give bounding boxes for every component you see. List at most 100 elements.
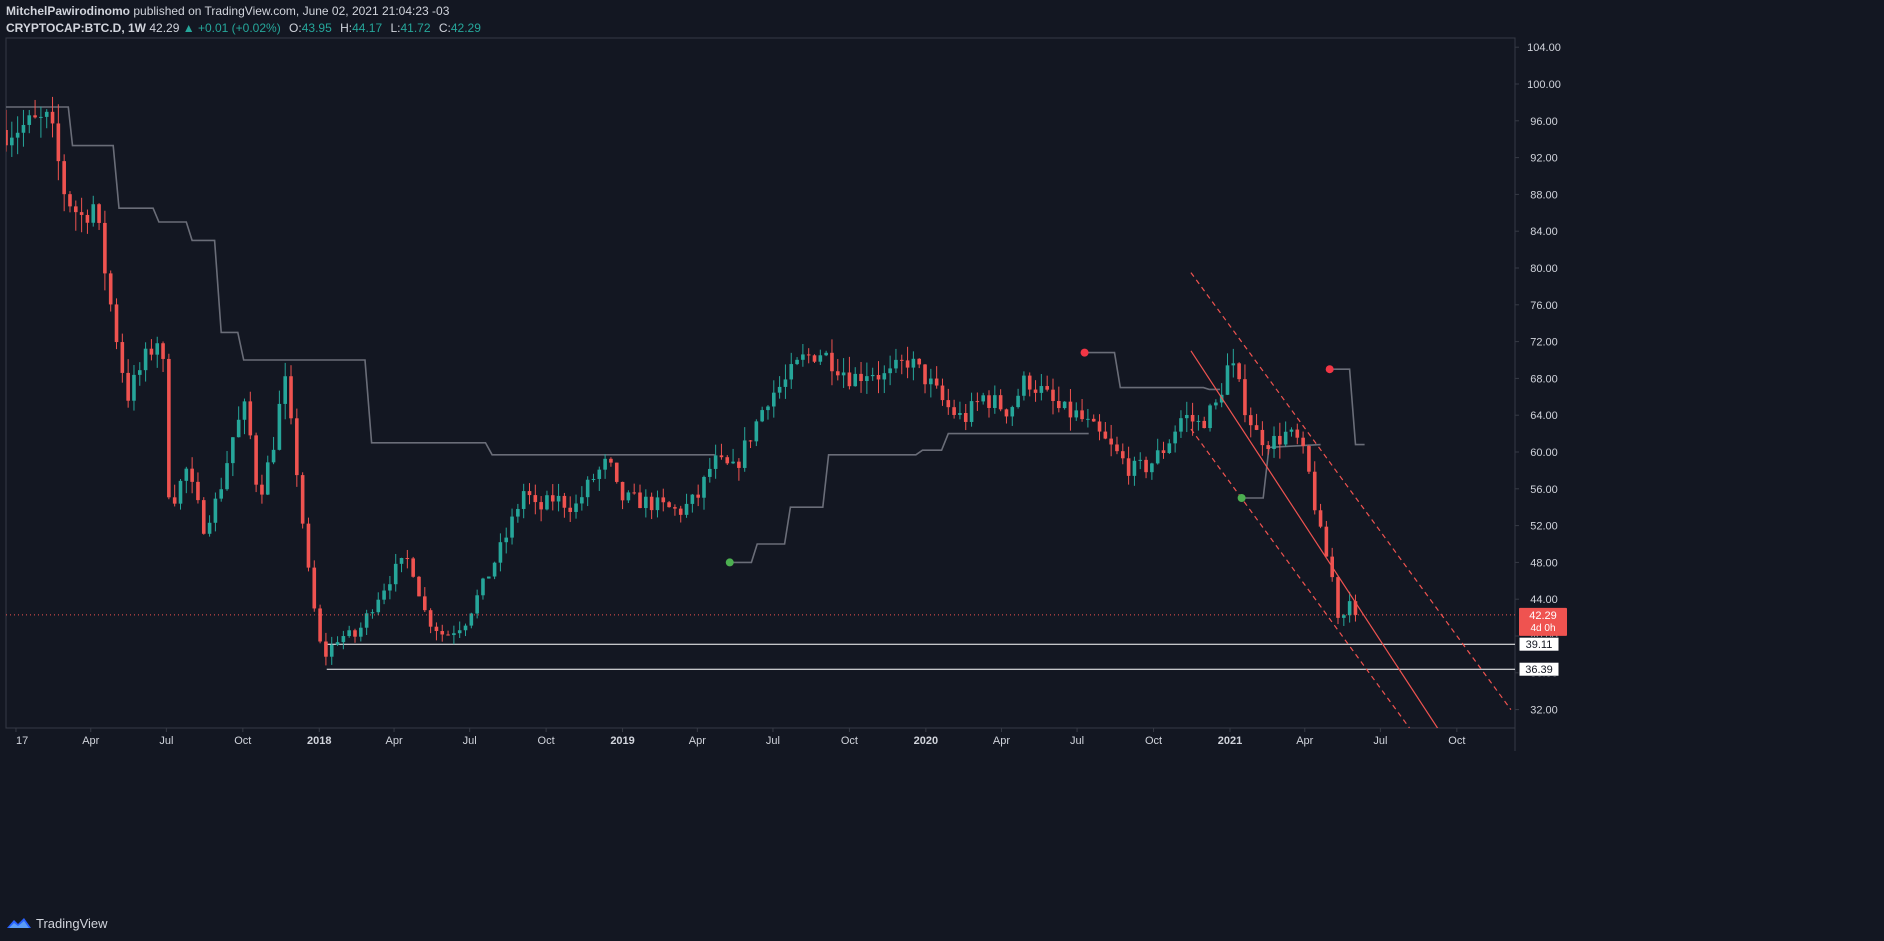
candle-body — [661, 497, 666, 503]
x-tick-label: 2021 — [1218, 735, 1242, 747]
candle-body — [708, 468, 712, 477]
y-tick-label: 56.00 — [1530, 484, 1558, 496]
change-up-arrow-icon: ▲ — [182, 21, 195, 35]
candle-body — [818, 355, 823, 362]
support-price-badge — [1518, 661, 1560, 677]
trailing-stop-line — [1084, 351, 1220, 391]
candle-body — [411, 558, 415, 577]
symbol-label[interactable]: CRYPTOCAP:BTC.D, 1W — [6, 21, 147, 35]
candle-body — [1126, 458, 1131, 476]
candle-body — [15, 132, 20, 138]
countdown-label: 4d 0h — [1530, 623, 1555, 634]
author-name[interactable]: MitchelPawirodinomo — [6, 4, 131, 18]
y-tick-label: 60.00 — [1530, 447, 1558, 459]
candle-body — [1202, 420, 1207, 429]
candle-body — [422, 596, 427, 611]
publish-header: MitchelPawirodinomo published on Trading… — [6, 4, 449, 20]
candle-body — [492, 562, 497, 577]
candle-body — [539, 502, 543, 510]
candle-body — [870, 374, 875, 377]
candle-body — [120, 342, 125, 373]
candle-body — [1057, 400, 1061, 409]
high-value: 44.17 — [352, 21, 383, 35]
x-tick-label: 2018 — [307, 735, 331, 747]
candle-body — [632, 492, 636, 494]
candle-body — [1027, 375, 1032, 390]
candle-body — [1045, 386, 1049, 390]
candle-body — [830, 352, 834, 372]
symbol-info-bar: CRYPTOCAP:BTC.D, 1W 42.29 ▲ +0.01 (+0.02… — [6, 21, 481, 37]
candle-body — [1039, 386, 1044, 393]
candle-body — [1097, 421, 1102, 432]
candle-body — [1254, 425, 1259, 430]
candle-body — [516, 508, 520, 517]
candle-body — [1138, 459, 1143, 461]
candle-body — [958, 412, 962, 415]
x-tick-label: Oct — [1145, 735, 1162, 747]
tradingview-logo-icon — [7, 918, 31, 928]
footer-brand-text: TradingView — [36, 915, 108, 931]
trailing-stop-line — [1329, 368, 1365, 446]
candle-body — [568, 507, 573, 512]
candle-body — [556, 495, 561, 502]
candle-body — [882, 373, 887, 380]
candle-body — [888, 368, 892, 374]
candle-body — [603, 458, 607, 470]
candle-body — [1225, 365, 1230, 395]
candle-body — [1022, 375, 1026, 396]
candle-body — [911, 358, 916, 368]
candle-body — [335, 642, 340, 645]
publish-info: published on TradingView.com, June 02, 2… — [133, 4, 450, 18]
candle-body — [1295, 429, 1300, 438]
candle-body — [33, 115, 37, 118]
candle-body — [963, 412, 968, 422]
candle-body — [981, 395, 985, 402]
candle-body — [201, 500, 206, 534]
candle-body — [690, 494, 695, 504]
x-tick-label: 17 — [16, 735, 28, 747]
candle-body — [1051, 389, 1055, 401]
candle-body — [1307, 446, 1311, 472]
candle-body — [463, 625, 468, 631]
candle-body — [731, 461, 735, 464]
footer-brand[interactable]: TradingView — [6, 913, 108, 933]
high-label: H: — [340, 21, 353, 35]
candle-body — [353, 630, 357, 637]
candle-body — [702, 476, 706, 498]
candle-body — [457, 630, 462, 634]
candle-body — [923, 364, 927, 385]
candle-body — [486, 576, 491, 579]
last-price-text: 42.29 — [149, 21, 180, 35]
candle-body — [940, 385, 945, 401]
candle-body — [847, 372, 852, 387]
plot-frame — [5, 37, 1516, 729]
candle-body — [265, 462, 270, 495]
candle-body — [231, 437, 235, 464]
candle-body — [1080, 410, 1084, 420]
candle-body — [1179, 418, 1183, 432]
open-value: 43.95 — [301, 21, 332, 35]
candle-body — [498, 542, 503, 563]
candle-body — [649, 496, 654, 511]
candle-body — [1167, 443, 1172, 454]
candle-body — [812, 355, 817, 362]
y-tick-label: 72.00 — [1530, 337, 1558, 349]
candle-body — [591, 478, 596, 480]
candle-body — [1214, 402, 1218, 406]
y-tick-label: 76.00 — [1530, 300, 1558, 312]
candle-body — [50, 111, 55, 124]
candle-body — [277, 403, 282, 450]
candle-body — [1318, 510, 1323, 527]
candle-body — [370, 612, 375, 614]
y-tick-label: 88.00 — [1530, 189, 1558, 201]
candle-body — [789, 364, 794, 380]
low-value: 41.72 — [400, 21, 431, 35]
candle-body — [783, 379, 788, 387]
candle-body — [609, 458, 613, 463]
candle-body — [1196, 420, 1201, 422]
candle-body — [1155, 450, 1160, 464]
candle-body — [283, 376, 287, 404]
signal-dot-bear — [1325, 365, 1334, 374]
candle-body — [655, 497, 660, 511]
